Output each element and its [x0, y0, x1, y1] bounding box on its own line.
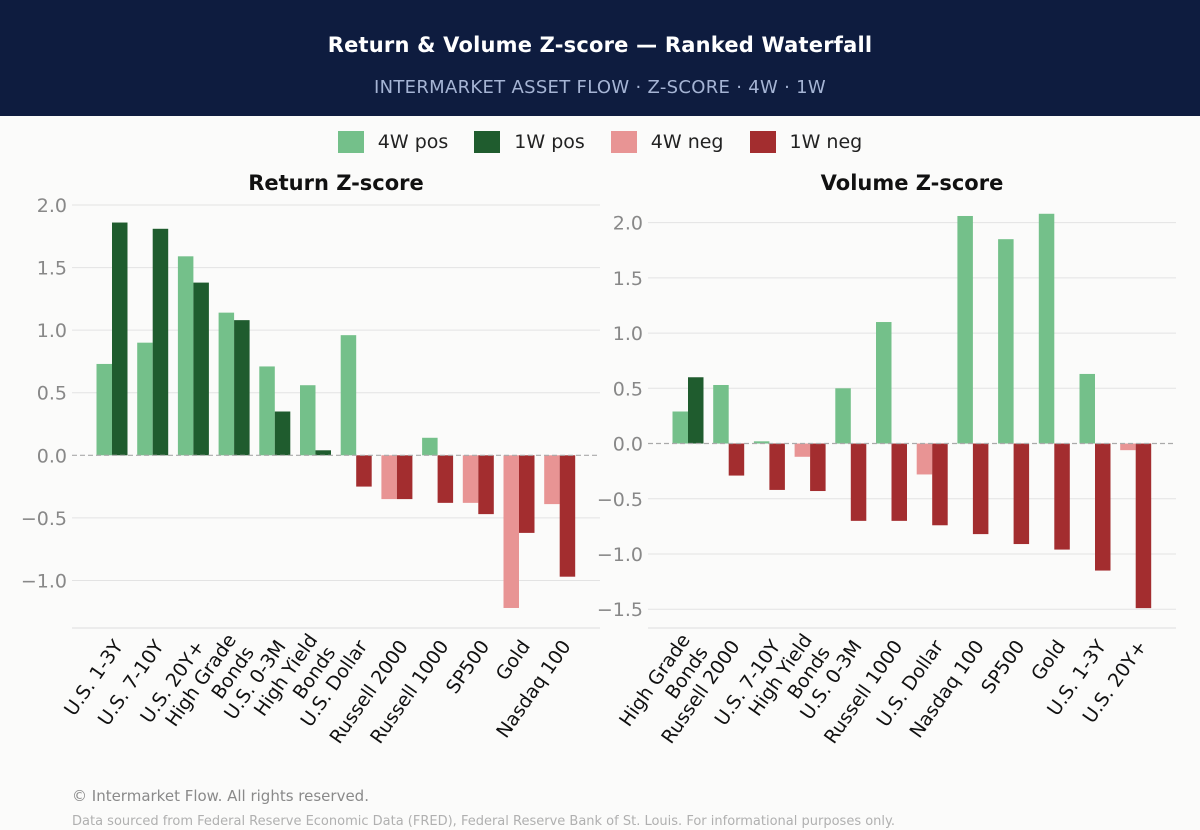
bar-4w — [422, 437, 438, 456]
bar-4w — [876, 322, 892, 444]
bar-4w — [218, 312, 235, 456]
y-tick-label: −1.0 — [597, 544, 643, 566]
bar-1w — [891, 443, 907, 521]
bar-4w — [381, 455, 397, 500]
bar-1w — [356, 455, 372, 487]
bar-1w — [437, 455, 454, 503]
bar-1w — [112, 222, 128, 456]
y-tick-label: 1.5 — [613, 268, 643, 290]
bar-4w — [713, 384, 729, 444]
legend-label: 4W neg — [650, 131, 724, 153]
bar-1w — [932, 443, 948, 526]
legend-item-4w-neg: 4W neg — [610, 131, 724, 153]
legend-label: 1W neg — [789, 131, 863, 153]
legend-swatch-4w-pos — [337, 131, 364, 153]
bar-4w — [259, 366, 275, 456]
legend: 4W pos 1W pos 4W neg 1W neg — [0, 128, 1200, 156]
bar-1w — [396, 455, 413, 500]
bar-4w — [177, 256, 194, 456]
legend-swatch-4w-neg — [610, 131, 637, 153]
bar-4w — [340, 335, 357, 456]
x-tick-label: SP500 — [977, 636, 1029, 698]
y-tick-label: 0.5 — [37, 383, 67, 405]
bar-4w — [96, 363, 112, 456]
charts-canvas: Return Z-score−1.0−0.50.00.51.01.52.0U.S… — [21, 171, 1176, 748]
footer-copyright: © Intermarket Flow. All rights reserved. — [72, 787, 369, 805]
y-tick-label: −0.5 — [21, 508, 67, 530]
y-tick-label: −1.0 — [21, 570, 67, 592]
bar-4w — [1038, 213, 1055, 444]
chart-title: Return Z-score — [248, 171, 424, 195]
bar-1w — [274, 411, 291, 456]
bar-4w — [503, 455, 519, 608]
legend-item-1w-neg: 1W neg — [749, 131, 863, 153]
legend-item-1w-pos: 1W pos — [474, 131, 585, 153]
bar-4w — [462, 455, 479, 503]
bar-4w — [544, 455, 560, 505]
y-tick-label: 1.5 — [37, 258, 67, 280]
bar-1w — [519, 455, 535, 533]
legend-label: 1W pos — [514, 131, 585, 153]
y-tick-label: 0.0 — [37, 445, 67, 467]
y-tick-label: 2.0 — [37, 195, 67, 217]
bar-4w — [835, 388, 851, 444]
y-tick-label: 1.0 — [37, 320, 67, 342]
y-tick-label: −1.5 — [597, 599, 643, 621]
bar-1w — [688, 377, 704, 444]
legend-swatch-1w-pos — [474, 131, 501, 153]
legend-label: 4W pos — [377, 131, 449, 153]
bar-1w — [478, 455, 494, 515]
bar-1w — [152, 228, 169, 456]
y-tick-label: 2.0 — [613, 213, 643, 235]
bar-4w — [1120, 443, 1136, 451]
bar-1w — [234, 320, 250, 456]
bar-1w — [1013, 443, 1030, 545]
legend-item-4w-pos: 4W pos — [337, 131, 449, 153]
y-tick-label: 1.0 — [613, 323, 643, 345]
header-banner: Return & Volume Z-score — Ranked Waterfa… — [0, 0, 1200, 116]
bar-1w — [315, 450, 331, 456]
bar-1w — [1135, 443, 1152, 609]
bar-1w — [850, 443, 867, 521]
bar-4w — [916, 443, 933, 475]
bar-1w — [728, 443, 745, 476]
bar-4w — [300, 385, 316, 456]
y-tick-label: 0.5 — [613, 378, 643, 400]
bar-1w — [559, 455, 576, 577]
bar-4w — [753, 441, 770, 444]
bar-4w — [957, 215, 973, 444]
y-tick-label: −0.5 — [597, 489, 643, 511]
legend-swatch-1w-neg — [749, 131, 776, 153]
footer-source: Data sourced from Federal Reserve Econom… — [72, 814, 895, 829]
bar-1w — [769, 443, 785, 490]
bar-4w — [137, 342, 153, 456]
y-tick-label: 0.0 — [613, 434, 643, 456]
x-tick-label: SP500 — [442, 636, 494, 698]
bar-1w — [1054, 443, 1070, 550]
page-subtitle: INTERMARKET ASSET FLOW · Z-SCORE · 4W · … — [374, 77, 826, 98]
bar-4w — [1079, 373, 1095, 444]
bar-1w — [193, 282, 209, 456]
bar-4w — [998, 239, 1014, 444]
page-title: Return & Volume Z-score — Ranked Waterfa… — [327, 33, 873, 57]
bar-4w — [672, 411, 688, 444]
bar-4w — [794, 443, 811, 457]
chart-title: Volume Z-score — [821, 171, 1004, 195]
bar-1w — [810, 443, 826, 492]
bar-1w — [972, 443, 989, 535]
bar-1w — [1095, 443, 1111, 571]
